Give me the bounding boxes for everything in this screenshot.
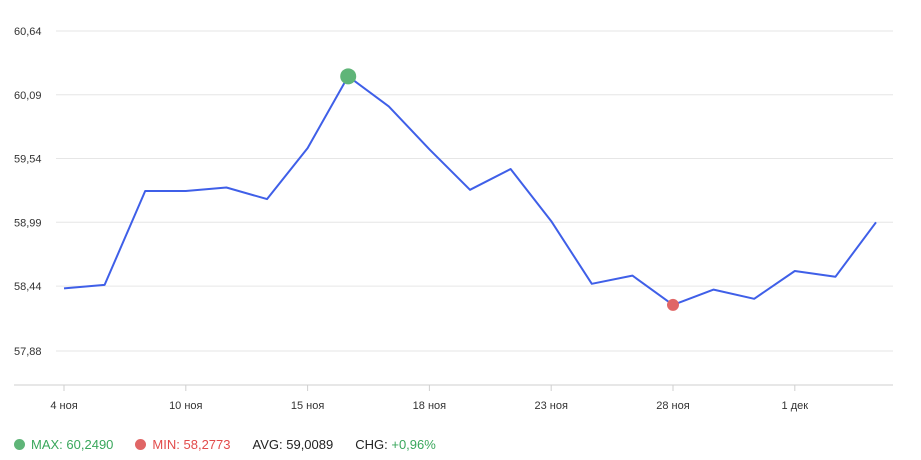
max-point-marker <box>340 68 357 85</box>
legend-avg: AVG: 59,0089 <box>253 437 334 452</box>
legend-chg: CHG: +0,96% <box>355 437 436 452</box>
legend-avg-label: AVG: <box>252 437 283 452</box>
x-tick-label: 4 ноя <box>50 400 77 412</box>
y-tick-label: 60,09 <box>14 90 42 102</box>
chart-legend: MAX: 60,2490 MIN: 58,2773 AVG: 59,0089 C… <box>14 437 458 452</box>
min-point-marker <box>667 298 679 311</box>
y-tick-label: 57,88 <box>14 346 42 358</box>
x-tick-label: 15 ноя <box>291 400 324 412</box>
x-tick-label: 18 ноя <box>413 400 446 412</box>
legend-min-value: 58,2773 <box>183 437 231 452</box>
y-tick-label: 59,54 <box>14 154 42 166</box>
legend-chg-value: +0,96% <box>391 437 436 452</box>
x-tick-label: 10 ноя <box>169 400 202 412</box>
x-tick-label: 28 ноя <box>656 400 689 412</box>
max-dot-icon <box>14 439 25 450</box>
y-tick-label: 58,99 <box>14 217 42 229</box>
legend-chg-label: CHG: <box>355 437 388 452</box>
legend-max-label: MAX: <box>31 437 63 452</box>
legend-avg-value: 59,0089 <box>286 437 334 452</box>
legend-max: MAX: 60,2490 <box>14 437 113 452</box>
legend-max-value: 60,2490 <box>66 437 114 452</box>
y-tick-label: 58,44 <box>14 281 42 293</box>
legend-min-label: MIN: <box>152 437 180 452</box>
min-dot-icon <box>135 439 147 450</box>
x-tick-label: 1 дек <box>782 400 809 412</box>
legend-min: MIN: 58,2773 <box>135 437 231 452</box>
series-line <box>63 75 877 306</box>
y-tick-label: 60,64 <box>14 26 42 38</box>
x-tick-label: 23 ноя <box>534 400 567 412</box>
line-chart: 60,64 60,09 59,54 58,99 58,44 57,88 4 ноя 10 но… <box>14 26 893 412</box>
